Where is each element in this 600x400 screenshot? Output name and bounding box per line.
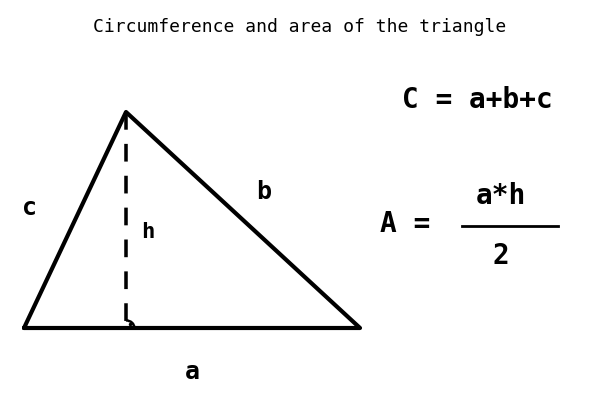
Text: h: h — [141, 222, 154, 242]
Text: Circumference and area of the triangle: Circumference and area of the triangle — [94, 18, 506, 36]
Text: a: a — [185, 360, 199, 384]
Text: 2: 2 — [493, 242, 509, 270]
Text: A =: A = — [380, 210, 430, 238]
Text: C = a+b+c: C = a+b+c — [401, 86, 553, 114]
Text: c: c — [23, 196, 37, 220]
Text: b: b — [257, 180, 271, 204]
Text: a*h: a*h — [476, 182, 526, 210]
